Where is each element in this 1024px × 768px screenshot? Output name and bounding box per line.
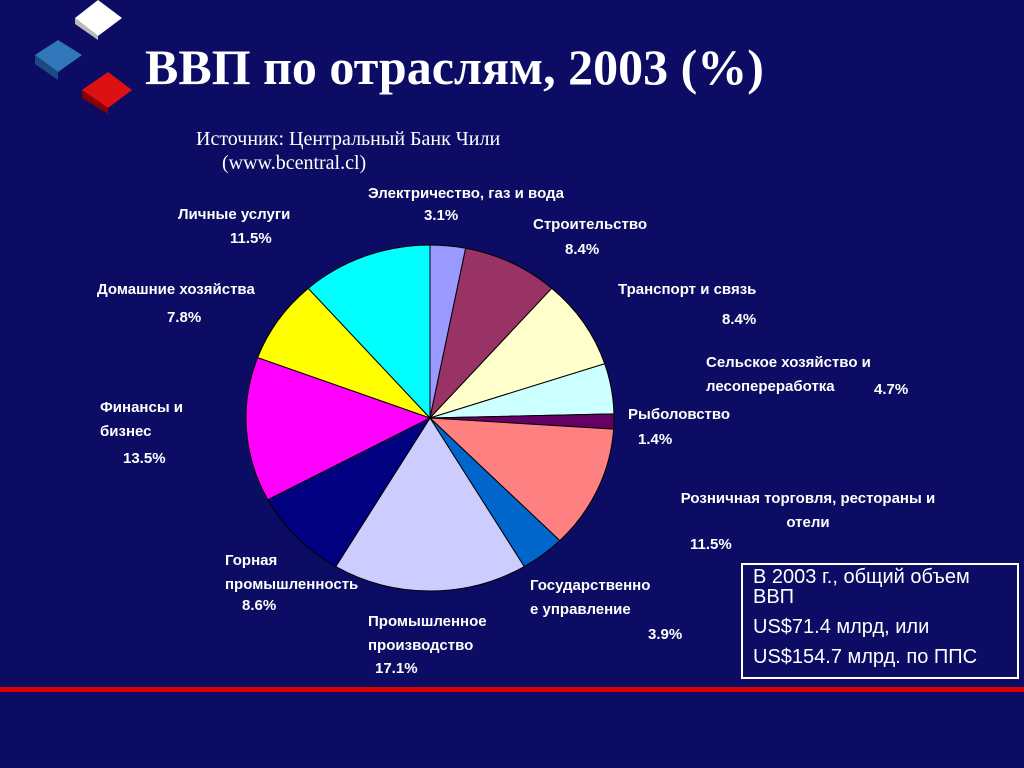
note-box: В 2003 г., общий объем ВВП US$71.4 млрд,… [741, 563, 1019, 679]
value-label: 8.4% [722, 311, 757, 328]
slice-label: Домашние хозяйства [97, 281, 255, 298]
value-label: 8.4% [565, 241, 600, 258]
pie-slice [335, 417, 525, 592]
slice-label: Горная промышленность [225, 552, 359, 593]
value-label: 11.5% [690, 536, 732, 553]
slice-label: Личные услуги [178, 206, 291, 223]
slice-label: Промышленное производство [368, 613, 487, 654]
slice-label: Сельское хозяйство и лесопереработка [706, 354, 871, 395]
slice-label: Финансы и бизнес [100, 399, 184, 440]
value-label: 1.4% [638, 431, 673, 448]
value-label: 8.6% [242, 597, 277, 614]
value-label: 3.1% [424, 207, 459, 224]
logo-cubes [35, 0, 132, 114]
source: Источник: Центральный Банк Чили [196, 128, 501, 150]
value-label: 4.7% [874, 381, 909, 398]
slice-label: Строительство [533, 216, 648, 233]
value-label: 17.1% [375, 660, 418, 677]
slice-label: Транспорт и связь [618, 281, 757, 298]
chart-title: ВВП по отраслям, 2003 (%) [145, 39, 764, 95]
slice-label: Государственное управление [530, 577, 651, 618]
divider [0, 687, 1024, 692]
pie-slice [428, 287, 606, 420]
pie-slice [245, 356, 432, 501]
value-label: 13.5% [123, 450, 166, 467]
pie-slice [307, 244, 431, 420]
note: В 2003 г., общий объем ВВП [753, 566, 970, 608]
value-label: 7.8% [167, 309, 202, 326]
slice-label: Электричество, газ и вода [368, 185, 564, 202]
note: US$154.7 млрд. по ППС [753, 646, 978, 668]
pie-slice [429, 247, 553, 420]
value-label: 3.9% [648, 626, 683, 643]
slice-label: Рыболовство [628, 406, 731, 423]
value-label: 11.5% [230, 230, 272, 247]
pie-slice [428, 417, 615, 542]
pie-slice [267, 416, 432, 568]
slice-label: Розничная торговля, рестораны и отели [680, 490, 936, 531]
note: US$71.4 млрд, или [753, 616, 930, 638]
source: (www.bcentral.cl) [222, 152, 367, 174]
